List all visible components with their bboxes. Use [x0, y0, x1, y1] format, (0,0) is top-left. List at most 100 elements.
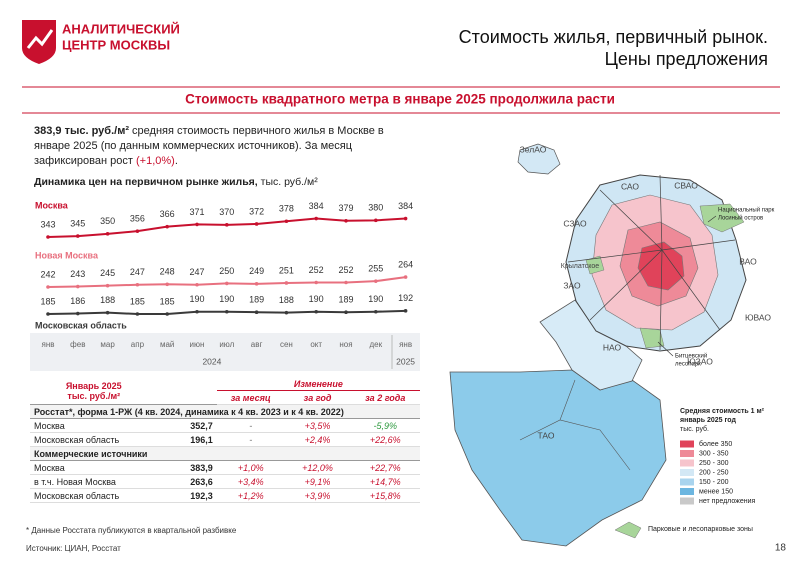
cell: -5,9%: [350, 418, 420, 433]
value-label: 243: [70, 269, 85, 279]
value-label: 247: [189, 267, 204, 277]
legend-swatch: [680, 450, 694, 457]
x-tick-label: фев: [70, 340, 85, 349]
value-label: 379: [338, 203, 353, 213]
point: [374, 279, 378, 283]
cell: +22,7%: [350, 460, 420, 475]
point: [165, 282, 169, 287]
point: [254, 310, 259, 315]
value-label: 247: [130, 267, 145, 277]
table-row: Москва 383,9 +1,0% +12,0% +22,7%: [30, 460, 420, 475]
legend-label: более 350: [699, 440, 732, 448]
legend-label: менее 150: [699, 488, 733, 495]
park-leader: [707, 215, 717, 223]
point: [225, 309, 229, 314]
row-label: Москва: [30, 460, 158, 475]
x-tick-label: окт: [310, 340, 322, 349]
value-label: 252: [309, 265, 324, 275]
point: [344, 310, 348, 315]
table-row: Московская область 196,1- +2,4% +22,6%: [30, 432, 420, 447]
cell: -: [216, 418, 285, 433]
cell: 383,9: [157, 460, 217, 475]
table-row: в т.ч. Новая Москва 263,6 +3,4% +9,1% +14,7%: [30, 474, 420, 489]
logo-text: АНАЛИТИЧЕСКИЙ: [62, 21, 180, 36]
cell: +3,4%: [216, 474, 285, 489]
point: [105, 310, 110, 315]
value-label: 192: [398, 293, 413, 303]
value-label: 251: [279, 265, 294, 275]
header-blank: [158, 391, 217, 405]
banner-text: Стоимость квадратного метра в январе 202…: [185, 92, 615, 107]
intro: 383,9 тыс. руб./м² средняя стоимость пер…: [34, 124, 406, 169]
price-table: Январь 2025 тыс. руб./м² Изменение за месяц…: [30, 377, 420, 503]
legend-label: 200 - 250: [699, 469, 729, 476]
legend-swatch: [680, 488, 694, 495]
point: [314, 309, 319, 314]
value-label: 343: [40, 219, 55, 229]
month-band: [30, 333, 420, 371]
series-name: Москва: [35, 200, 69, 210]
logo-text: ЦЕНТР МОСКВЫ: [62, 37, 170, 52]
value-label: 189: [338, 295, 353, 305]
point: [105, 283, 110, 288]
point: [314, 216, 319, 221]
cell: 196,1: [157, 432, 217, 447]
intro-highlight: (+1,0%): [135, 155, 175, 167]
x-tick-label: май: [160, 340, 174, 349]
page-number: 18: [775, 543, 787, 554]
value-label: 190: [309, 294, 324, 304]
slide-title: Цены предложения: [605, 49, 768, 69]
point: [165, 224, 169, 229]
value-label: 366: [160, 209, 175, 219]
map-label: СВАО: [674, 180, 698, 190]
point: [135, 229, 140, 233]
point: [46, 312, 50, 316]
cell: +12,0%: [284, 460, 351, 475]
legend-swatch: [680, 459, 694, 467]
header-left: Январь 2025 тыс. руб./м²: [30, 377, 158, 405]
value-label: 345: [70, 218, 85, 228]
legend-swatch: [680, 478, 694, 486]
point: [344, 280, 348, 285]
map-label: СЗАО: [563, 218, 587, 228]
header-col: за месяц: [216, 390, 285, 405]
point: [284, 310, 289, 315]
value-label: 255: [368, 264, 383, 274]
cell: +3,5%: [284, 418, 351, 433]
map-label: САО: [621, 181, 639, 191]
map-label: ВАО: [739, 256, 757, 266]
cell: +3,9%: [284, 488, 351, 503]
value-label: 190: [189, 294, 204, 304]
header-left-line: тыс. руб./м²: [67, 390, 121, 401]
map-label: ЗАО: [563, 280, 581, 290]
park-label: лесопарк: [675, 362, 701, 368]
chart-unit: тыс. руб./м²: [257, 176, 318, 188]
table-row: Московская область 192,3 +1,2% +3,9% +15,8%: [30, 488, 420, 503]
point: [314, 280, 319, 285]
legend-swatch: [680, 469, 694, 476]
series-name: Новая Москва: [35, 250, 99, 260]
value-label: 189: [249, 295, 264, 305]
map-label: Крылатское: [561, 263, 599, 270]
map-label: ЮВАО: [745, 312, 771, 322]
value-label: 372: [249, 206, 264, 216]
cell: 192,3: [157, 488, 217, 503]
point: [284, 219, 289, 224]
park-label: Национальный парк: [718, 207, 775, 214]
x-tick-label: мар: [100, 340, 115, 349]
park-label: Лосиный остров: [718, 215, 763, 222]
value-label: 371: [189, 207, 204, 217]
map-label: НАО: [603, 342, 622, 352]
value-label: 350: [100, 216, 115, 226]
point: [284, 281, 289, 285]
logo-mark: [26, 29, 54, 49]
cell: +22,6%: [350, 432, 420, 447]
value-label: 252: [338, 265, 353, 275]
point: [46, 285, 50, 289]
year-label: 2025: [396, 356, 415, 366]
value-label: 264: [398, 259, 413, 269]
x-tick-label: сен: [280, 340, 293, 349]
row-label: Московская область: [30, 488, 158, 503]
point: [76, 234, 80, 238]
